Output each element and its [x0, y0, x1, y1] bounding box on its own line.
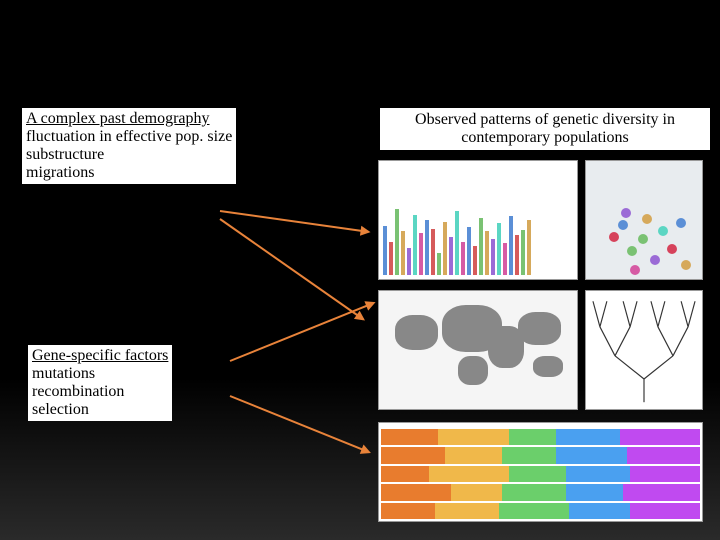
arrow-4 — [230, 395, 370, 453]
arrow-2 — [219, 218, 363, 320]
gene-factors-line-3: selection — [32, 401, 168, 419]
arrow-1 — [220, 210, 369, 233]
tree-panel — [585, 290, 703, 410]
world-map-panel — [378, 290, 578, 410]
demography-line-2: substructure — [26, 146, 232, 164]
gene-factors-line-2: recombination — [32, 383, 168, 401]
right-title: Observed patterns of genetic diversity i… — [380, 108, 710, 150]
structure-bars-panel — [378, 422, 703, 522]
demography-line-1: fluctuation in effective pop. size — [26, 128, 232, 146]
gene-factors-block: Gene-specific factors mutations recombin… — [28, 345, 172, 421]
demography-line-3: migrations — [26, 164, 232, 182]
demography-heading: A complex past demography — [26, 110, 232, 128]
gene-factors-heading: Gene-specific factors — [32, 347, 168, 365]
arrow-3 — [230, 302, 374, 362]
map-pie-panel — [585, 160, 703, 280]
bar-chart-panel — [378, 160, 578, 280]
demography-block: A complex past demography fluctuation in… — [22, 108, 236, 184]
gene-factors-line-1: mutations — [32, 365, 168, 383]
